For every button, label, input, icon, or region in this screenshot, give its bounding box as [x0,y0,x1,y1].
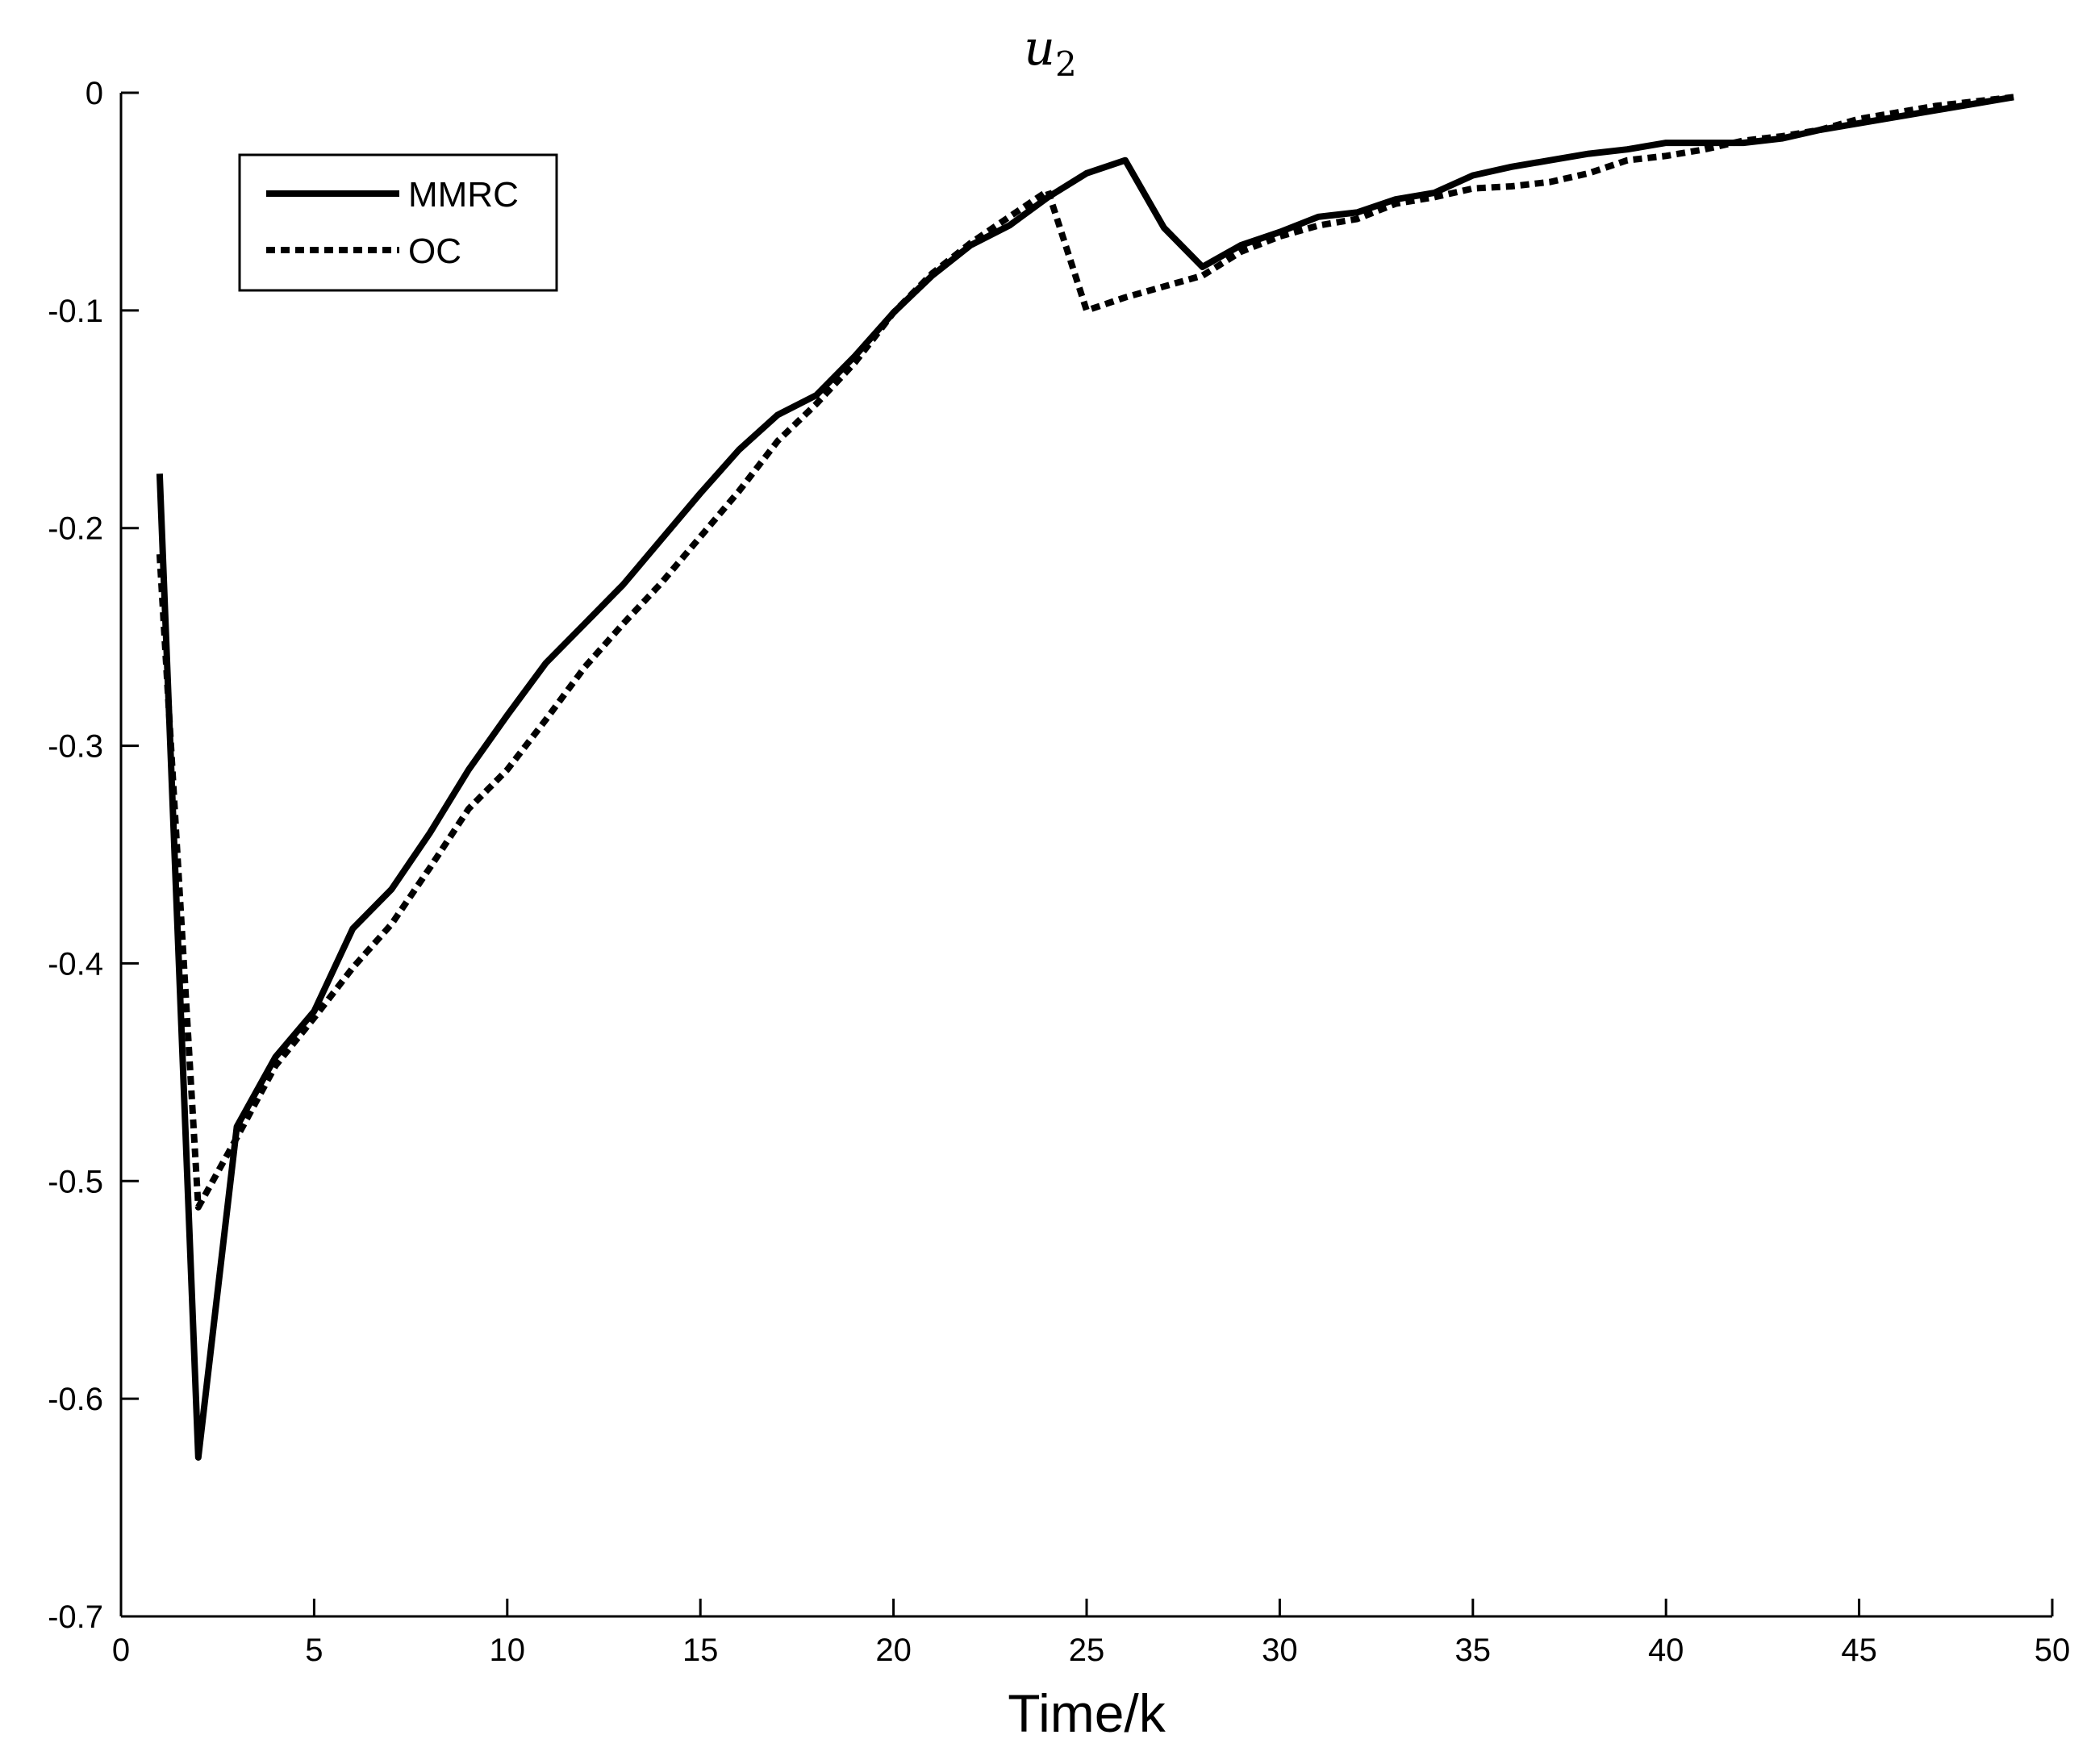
x-tick-label: 20 [875,1633,912,1668]
y-tick-label: -0.5 [48,1164,103,1199]
y-tick-label: -0.2 [48,511,103,547]
y-tick-label: 0 [86,76,103,111]
legend-label-mmrc: MMRC [408,175,519,215]
x-ticks: 0 5 10 15 20 25 30 35 40 45 50 [112,1599,2070,1668]
x-tick-label: 25 [1069,1633,1105,1668]
x-tick-label: 30 [1262,1633,1298,1668]
series-line-oc [156,94,2014,1211]
x-tick-label: 0 [112,1633,130,1668]
x-tick-label: 15 [682,1633,719,1668]
chart-title: u2 [1024,20,1076,84]
x-tick-label: 50 [2034,1633,2071,1668]
y-tick-label: -0.7 [48,1599,103,1635]
chart-title-main: u [1024,20,1055,77]
y-tick-label: -0.1 [48,294,103,329]
y-tick-label: -0.3 [48,729,103,765]
x-axis-title: Time/k [1008,1683,1166,1743]
y-tick-label: -0.4 [48,946,103,982]
legend-box [238,153,558,292]
x-tick-label: 5 [305,1633,323,1668]
legend-label-oc: OC [408,231,461,271]
chart-title-subscript: 2 [1055,44,1077,84]
y-tick-label: -0.6 [48,1382,103,1417]
x-tick-label: 40 [1648,1633,1684,1668]
legend: MMRC OC [238,153,558,292]
x-tick-label: 10 [490,1633,526,1668]
plot-lines [156,94,2014,1461]
series-line-mmrc [156,94,2014,1461]
x-tick-label: 35 [1455,1633,1492,1668]
y-ticks: 0 -0.1 -0.2 -0.3 -0.4 -0.5 -0.6 -0.7 [48,76,139,1635]
x-tick-label: 45 [1841,1633,1877,1668]
